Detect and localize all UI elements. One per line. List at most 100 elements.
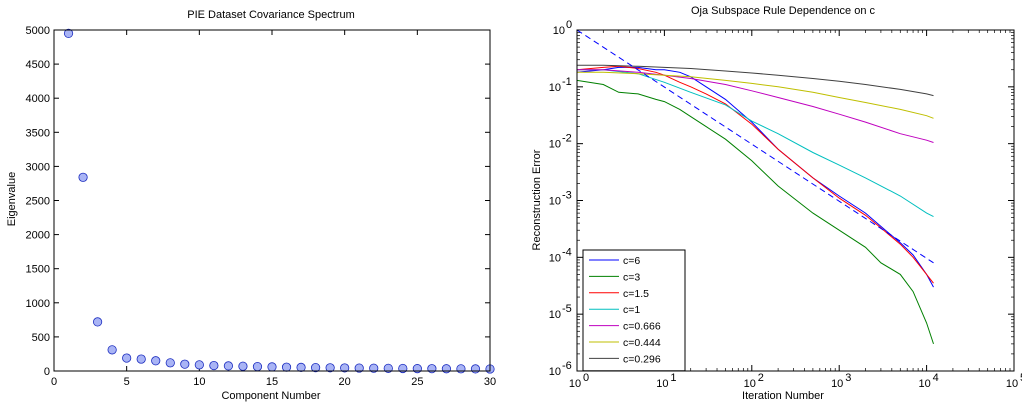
tick-exponent: -6 <box>562 360 572 372</box>
legend-label: c=1.5 <box>623 288 649 300</box>
y-tick-label: 10-4 <box>549 246 572 264</box>
x-tick-label: 25 <box>411 376 423 388</box>
data-point <box>310 362 321 373</box>
tick-exponent: -5 <box>562 303 572 315</box>
y-tick-label: 10 -1 <box>549 76 572 94</box>
legend-box <box>582 249 686 372</box>
x-tick-label: 20 <box>339 376 351 388</box>
data-point <box>136 354 146 364</box>
y-tick-label: 0 <box>44 366 50 378</box>
tick-exponent: 0 <box>583 372 589 384</box>
tick-exponent: -2 <box>562 133 572 145</box>
tick-base: 10 <box>831 378 843 390</box>
x-tick-label: 10 3 <box>831 372 851 390</box>
data-point <box>122 353 132 363</box>
legend: c=6 c=3 c=1.5 c=1 c=0.666 c=0.444 c=0.296 <box>582 249 686 372</box>
series-line-c-3 <box>576 79 934 345</box>
legend-label: c=6 <box>623 255 640 267</box>
tick-exponent: 0 <box>566 19 572 31</box>
x-tick-label: 10 0 <box>569 372 589 390</box>
data-point <box>325 363 335 373</box>
plot-frame <box>576 29 1015 372</box>
tick-base: 10 <box>918 378 930 390</box>
x-tick-label: 0 <box>51 376 57 388</box>
x-tick-label: 15 <box>266 376 278 388</box>
tick-exponent: 3 <box>845 372 851 384</box>
data-point <box>107 345 117 355</box>
y-tick-label: 4500 <box>26 59 50 71</box>
data-point <box>63 28 74 39</box>
data-point <box>383 363 393 373</box>
y-tick-label: 4000 <box>26 93 50 105</box>
data-point <box>209 360 219 371</box>
y-axis-label: Reconstruction Error <box>531 149 543 250</box>
y-tick-label: 5000 <box>26 25 50 37</box>
data-point <box>252 361 263 372</box>
data-point <box>369 363 379 373</box>
y-tick-label: 2000 <box>26 230 50 242</box>
y-tick-label: 3000 <box>26 161 50 173</box>
data-point <box>441 364 451 374</box>
data-point <box>180 359 190 369</box>
series-line-c-1 <box>577 69 934 218</box>
legend-label: c=0.444 <box>623 337 661 349</box>
eigenvalue-spectrum-chart: PIE Dataset Covariance Spectrum Componen… <box>6 9 496 402</box>
x-tick-label: 105 <box>1006 372 1022 390</box>
legend-label: c=1 <box>623 304 640 316</box>
tick-exponent: -1 <box>562 76 572 88</box>
data-point <box>296 362 306 372</box>
tick-base: 10 <box>569 378 581 390</box>
y-tick-label: 10 -5 <box>549 303 572 321</box>
y-tick-label: 500 <box>32 332 50 344</box>
y-tick-label: 10 -2 <box>549 133 572 151</box>
data-point <box>165 358 175 368</box>
series-line-c-0-296 <box>577 64 934 97</box>
x-tick-label: 10 2 <box>744 372 764 390</box>
y-tick-label: 3500 <box>26 127 50 139</box>
data-point <box>470 364 481 374</box>
tick-exponent: 1 <box>670 372 676 384</box>
data-point <box>238 361 248 371</box>
tick-base: 10 <box>744 378 756 390</box>
x-axis-label: Component Number <box>221 390 320 402</box>
data-point <box>456 364 466 374</box>
x-axis-label: Iteration Number <box>742 390 824 402</box>
legend-label: c=0.666 <box>623 321 661 333</box>
tick-base: 10 <box>549 366 561 378</box>
tick-exponent: 4 <box>933 372 939 384</box>
tick-base: 10 <box>549 82 561 94</box>
y-tick-label: 10 0 <box>553 19 572 37</box>
tick-base: 10 <box>1006 378 1018 390</box>
x-tick-label: 10 4 <box>918 372 938 390</box>
y-tick-label: 1500 <box>26 264 50 276</box>
tick-exponent: 5 <box>1020 372 1022 384</box>
tick-base: 10 <box>549 309 561 321</box>
oja-rule-chart: Oja Subspace Rule Dependence on c Iterat… <box>531 5 1022 402</box>
series-line-c-6 <box>576 66 934 288</box>
y-tick-label: 1000 <box>26 298 50 310</box>
tick-exponent: -3 <box>562 190 572 202</box>
plot-frame <box>53 29 491 372</box>
y-tick-label: 10 -6 <box>549 360 572 378</box>
y-axis-label: Eigenvalue <box>6 172 18 226</box>
data-point <box>78 172 88 182</box>
data-point <box>93 317 103 327</box>
chart-title: PIE Dataset Covariance Spectrum <box>187 9 355 21</box>
x-tick-label: 10 1 <box>656 372 676 390</box>
data-point <box>354 363 364 373</box>
tick-base: 10 <box>553 25 565 37</box>
tick-exponent: 2 <box>758 372 764 384</box>
legend-label: c=3 <box>623 271 640 283</box>
data-point <box>151 356 161 366</box>
y-tick-label: 2500 <box>26 196 50 208</box>
series-line-c-0-444 <box>577 71 934 119</box>
data-point <box>281 362 292 372</box>
y-tick-label: 10 -3 <box>549 190 572 208</box>
tick-exponent: -4 <box>562 246 572 258</box>
x-tick-label: 10 <box>193 376 205 388</box>
legend-label: c=0.296 <box>623 353 661 365</box>
tick-base: 10 <box>549 252 561 264</box>
tick-base: 10 <box>549 196 561 208</box>
reference-line-dashed <box>576 29 934 264</box>
